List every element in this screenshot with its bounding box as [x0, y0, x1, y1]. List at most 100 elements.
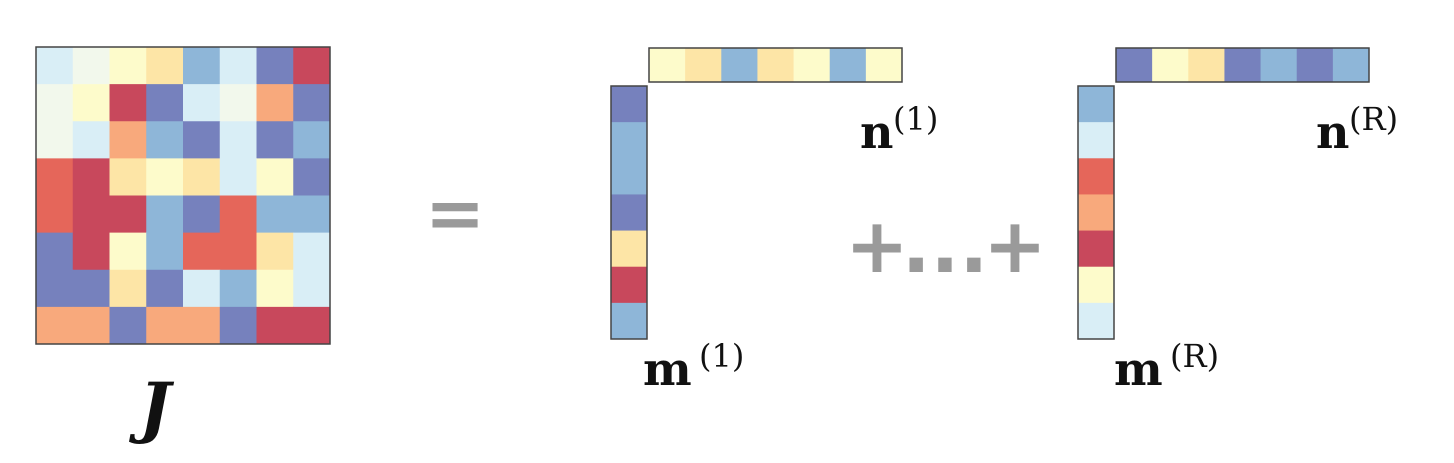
matrix-j-cell [293, 121, 331, 159]
matrix-j-cell [256, 84, 294, 122]
term-1-n-superscript: (1) [893, 100, 938, 138]
matrix-j-cell [109, 158, 147, 196]
term-1-column-cell [611, 266, 647, 304]
term-1-column-cell [611, 122, 647, 159]
matrix-j-cell [72, 84, 110, 122]
matrix-j-cell [146, 269, 184, 308]
ellipsis: ... [902, 201, 989, 290]
matrix-j-cell [109, 195, 147, 234]
matrix-j-cell [293, 232, 331, 271]
term-r-row-cell [1224, 48, 1262, 82]
term-1-row-vector [649, 48, 903, 82]
term-r-row-vector-border [1115, 47, 1370, 83]
term-1-column-cell [611, 158, 647, 195]
matrix-j-heatmap [36, 47, 331, 345]
matrix-j-cell [72, 47, 110, 85]
matrix-j-cell [293, 195, 331, 234]
matrix-j-cell [219, 84, 257, 122]
term-1-m-label: m [643, 342, 692, 396]
term-1-row-cell [721, 48, 758, 82]
term-1-row-cell [865, 48, 903, 82]
term-r-m-superscript: (R) [1170, 337, 1219, 375]
matrix-j-cell [219, 269, 257, 308]
term-1-row-cell [793, 48, 831, 82]
matrix-j-cell [183, 306, 221, 345]
term-1-row-cell [649, 48, 686, 82]
matrix-j-cell [72, 232, 110, 271]
term-1-column-vector [611, 86, 647, 340]
term-r-n-label: n [1316, 105, 1349, 159]
term-r-column-cell [1078, 302, 1114, 340]
matrix-j-cell [293, 306, 331, 345]
plus-sign-left: + [845, 201, 909, 290]
matrix-j-cell [183, 269, 221, 308]
equals-sign: = [425, 171, 485, 255]
matrix-j-cell [256, 269, 294, 308]
matrix-j-cell [256, 195, 294, 234]
term-r-row-cell [1296, 48, 1334, 82]
matrix-j-cell [183, 195, 221, 234]
matrix-j-cell [293, 158, 331, 196]
matrix-j-cell [109, 306, 147, 345]
term-1-row-cell [829, 48, 867, 82]
matrix-j-cell [219, 232, 257, 271]
matrix-j-cell [109, 84, 147, 122]
matrix-j-cell [72, 269, 110, 308]
term-r-n-superscript: (R) [1349, 100, 1398, 138]
matrix-j-cell [146, 195, 184, 234]
matrix-j-cell [36, 84, 74, 122]
term-r-row-cell [1188, 48, 1225, 82]
matrix-j-cell [146, 232, 184, 271]
term-r-row-cell [1332, 48, 1370, 82]
term-1-column-cell [611, 194, 647, 232]
matrix-j-cell [256, 306, 294, 345]
matrix-j-cell [219, 195, 257, 234]
plus-sign-right: + [983, 201, 1047, 290]
term-r-column-vector-border [1077, 85, 1115, 340]
matrix-j-cell [146, 158, 184, 196]
term-r-row-cell [1260, 48, 1298, 82]
matrix-j-cell [109, 269, 147, 308]
matrix-j-cell [146, 306, 184, 345]
term-r-column-cell [1078, 266, 1114, 304]
term-r-m-label: m [1114, 342, 1163, 396]
matrix-j-cell [293, 84, 331, 122]
term-1-column-cell [611, 230, 647, 268]
term-1-row-cell [685, 48, 722, 82]
matrix-j-cell [36, 121, 74, 159]
matrix-j-cell [36, 195, 74, 234]
matrix-j-cell [219, 158, 257, 196]
matrix-j-cell [146, 47, 184, 85]
matrix-j-cell [109, 121, 147, 159]
term-r-row-vector [1116, 48, 1370, 82]
matrix-j-cell [256, 47, 294, 85]
matrix-j-cell [183, 47, 221, 85]
matrix-j-cell [183, 84, 221, 122]
matrix-j-cell [72, 306, 110, 345]
matrix-j-cell [256, 158, 294, 196]
term-1-row-vector-border [648, 47, 903, 83]
matrix-j-cell [146, 121, 184, 159]
term-1-column-cell [611, 86, 647, 123]
term-r-column-cell [1078, 194, 1114, 232]
matrix-j-cell [183, 158, 221, 196]
matrix-j-cell [72, 121, 110, 159]
term-r-column-vector [1078, 86, 1114, 340]
matrix-j-cell [36, 47, 74, 85]
matrix-j-cell [183, 232, 221, 271]
term-1-column-cell [611, 302, 647, 340]
term-1-n-label: n [860, 105, 893, 159]
matrix-j-cell [219, 121, 257, 159]
matrix-j-cell [219, 47, 257, 85]
term-1-m-superscript: (1) [699, 337, 744, 375]
matrix-j-cell [72, 195, 110, 234]
matrix-j-label: J [128, 368, 174, 446]
matrix-j-cell [256, 232, 294, 271]
matrix-j-cell [109, 232, 147, 271]
matrix-j-cell [293, 47, 331, 85]
matrix-j-cell [256, 121, 294, 159]
matrix-j-cell [146, 84, 184, 122]
matrix-j-cell [36, 232, 74, 271]
term-r-column-cell [1078, 86, 1114, 123]
